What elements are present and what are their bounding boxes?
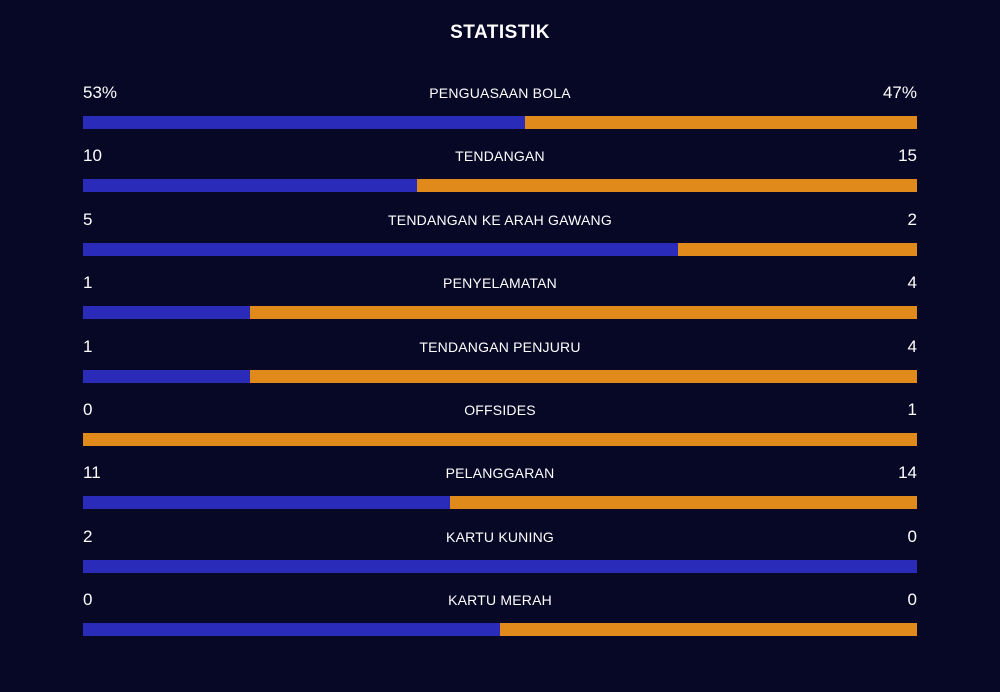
- home-value: 0: [83, 590, 93, 610]
- away-bar-segment: [525, 116, 917, 129]
- home-bar-segment: [83, 623, 500, 637]
- comparison-bar: [83, 242, 917, 256]
- stat-row-header: 2 KARTU KUNING 0: [83, 525, 917, 549]
- comparison-bar: [83, 433, 917, 446]
- home-value: 1: [83, 273, 93, 293]
- stat-label: TENDANGAN: [455, 148, 545, 165]
- away-bar-segment: [249, 369, 917, 383]
- home-value: 0: [83, 400, 93, 419]
- home-value: 53%: [83, 83, 118, 102]
- home-bar-segment: [83, 496, 450, 510]
- home-bar-segment: [83, 306, 250, 320]
- stat-row: 11 PELANGGARAN 14: [83, 461, 917, 524]
- stat-row-header: 1 TENDANGAN PENJURU 4: [83, 335, 917, 359]
- stat-row-header: 11 PELANGGARAN 14: [83, 461, 917, 485]
- home-bar-segment: [83, 559, 917, 573]
- away-bar-segment: [500, 623, 917, 637]
- away-bar-segment: [449, 496, 917, 510]
- away-value: 1: [907, 400, 917, 419]
- stat-label: TENDANGAN PENJURU: [419, 338, 581, 355]
- home-bar-segment: [83, 242, 679, 256]
- away-value: 2: [907, 209, 917, 229]
- home-value: 1: [83, 336, 93, 356]
- stat-label: KARTU KUNING: [446, 528, 554, 545]
- stat-row-header: 0 OFFSIDES 1: [83, 398, 917, 422]
- home-value: 10: [83, 146, 102, 166]
- comparison-bar: [83, 306, 917, 320]
- stat-row: 53% PENGUASAAN BOLA 47%: [83, 81, 917, 144]
- away-bar-segment: [416, 179, 917, 193]
- away-bar-segment: [83, 433, 917, 446]
- stat-row: 5 TENDANGAN KE ARAH GAWANG 2: [83, 208, 917, 271]
- stat-row-header: 0 KARTU MERAH 0: [83, 588, 917, 612]
- home-bar-segment: [83, 369, 250, 383]
- home-value: 5: [83, 209, 93, 229]
- away-value: 15: [898, 146, 917, 166]
- stats-title: STATISTIK: [450, 22, 550, 43]
- stat-row-header: 10 TENDANGAN 15: [83, 144, 917, 168]
- away-value: 4: [907, 336, 917, 356]
- stat-label: OFFSIDES: [464, 402, 536, 418]
- away-value: 4: [907, 273, 917, 293]
- stat-row: 1 TENDANGAN PENJURU 4: [83, 335, 917, 398]
- comparison-bar: [83, 623, 917, 637]
- comparison-bar: [83, 179, 917, 193]
- stat-label: PENGUASAAN BOLA: [429, 85, 571, 101]
- stat-row-header: 1 PENYELAMATAN 4: [83, 271, 917, 295]
- home-value: 11: [83, 463, 101, 483]
- stat-row-header: 5 TENDANGAN KE ARAH GAWANG 2: [83, 208, 917, 232]
- comparison-bar: [83, 116, 917, 129]
- comparison-bar: [83, 369, 917, 383]
- away-bar-segment: [678, 242, 917, 256]
- away-bar-segment: [249, 306, 917, 320]
- stat-row-header: 53% PENGUASAAN BOLA 47%: [83, 81, 917, 105]
- comparison-bar: [83, 496, 917, 510]
- home-bar-segment: [83, 179, 417, 193]
- away-value: 47%: [882, 83, 917, 102]
- away-value: 0: [907, 590, 917, 610]
- away-value: 14: [898, 463, 917, 483]
- away-value: 0: [907, 526, 917, 546]
- stat-label: PENYELAMATAN: [443, 275, 557, 292]
- stat-row: 0 KARTU MERAH 0: [83, 588, 917, 651]
- stat-row: 1 PENYELAMATAN 4: [83, 271, 917, 334]
- comparison-bar: [83, 559, 917, 573]
- stat-label: PELANGGARAN: [445, 465, 555, 482]
- stat-row: 10 TENDANGAN 15: [83, 144, 917, 207]
- home-bar-segment: [83, 116, 526, 129]
- stat-label: KARTU MERAH: [448, 592, 552, 609]
- home-value: 2: [83, 526, 93, 546]
- stat-label: TENDANGAN KE ARAH GAWANG: [388, 211, 612, 228]
- stat-row: 0 OFFSIDES 1: [83, 398, 917, 461]
- stat-row: 2 KARTU KUNING 0: [83, 525, 917, 588]
